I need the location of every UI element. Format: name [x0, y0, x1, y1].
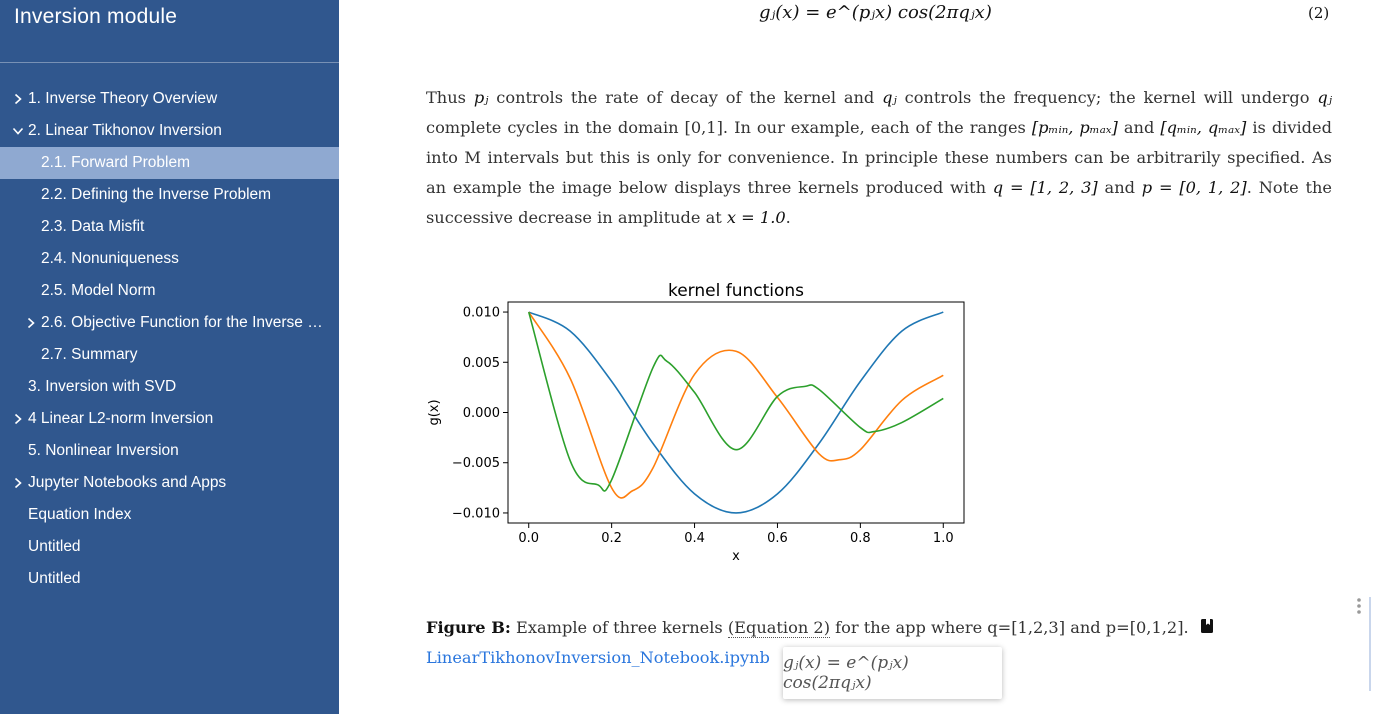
sidebar-item-label: 2. Linear Tikhonov Inversion: [28, 122, 222, 139]
sidebar-item-5[interactable]: 2.4. Nonuniqueness: [0, 243, 339, 275]
math-p-range: [pₘᵢₙ, pₘₐₓ]: [1031, 118, 1118, 137]
chevron-right-icon[interactable]: [11, 467, 25, 499]
sidebar-item-14[interactable]: Untitled: [0, 531, 339, 563]
margin-indicator: [1369, 597, 1371, 691]
chart-title: kernel functions: [668, 281, 804, 301]
sidebar-item-10[interactable]: 4 Linear L2-norm Inversion: [0, 403, 339, 435]
y-tick-label: −0.010: [452, 506, 500, 521]
y-tick-label: 0.010: [463, 306, 500, 321]
chevron-down-icon[interactable]: [11, 115, 25, 147]
x-tick-label: 0.4: [684, 531, 705, 546]
series-line-1: [528, 311, 944, 499]
x-tick-label: 0.6: [767, 531, 788, 546]
sidebar: Inversion module 1. Inverse Theory Overv…: [0, 0, 339, 714]
x-tick-label: 0.8: [850, 531, 871, 546]
equation-reference-link[interactable]: (Equation 2): [727, 618, 831, 638]
sidebar-item-15[interactable]: Untitled: [0, 563, 339, 595]
math-q-range: [qₘᵢₙ, qₘₐₓ]: [1160, 118, 1247, 137]
sidebar-item-label: 4 Linear L2-norm Inversion: [28, 410, 214, 427]
sidebar-item-label: 2.1. Forward Problem: [41, 154, 191, 171]
sidebar-item-label: Untitled: [28, 570, 81, 587]
sidebar-item-label: 5. Nonlinear Inversion: [28, 442, 179, 459]
sidebar-item-label: Untitled: [28, 538, 81, 555]
sidebar-item-13[interactable]: Equation Index: [0, 499, 339, 531]
series-line-0: [528, 311, 944, 514]
notebook-link[interactable]: LinearTikhonovInversion_Notebook.ipynb: [426, 648, 770, 667]
math-q-values: q = [1, 2, 3]: [992, 178, 1098, 197]
kernel-functions-chart: kernel functions 0.0 0.2 0.4 0.6 0.8 1.0 −0.010…: [427, 281, 965, 564]
series-line-2: [527, 311, 944, 492]
text: . Note the successive decrease in amplit…: [426, 178, 1333, 227]
sidebar-item-11[interactable]: 5. Nonlinear Inversion: [0, 435, 339, 467]
text: and: [1097, 178, 1142, 197]
sidebar-divider: [0, 62, 339, 63]
y-axis-label: g(x): [427, 399, 442, 425]
y-tick-label: 0.000: [463, 406, 500, 421]
sidebar-item-2[interactable]: 2.1. Forward Problem: [0, 147, 339, 179]
book-icon[interactable]: [1197, 616, 1217, 636]
text: controls the frequency; the kernel will …: [896, 88, 1318, 107]
chevron-right-icon[interactable]: [24, 307, 38, 339]
equation-tooltip: gⱼ(x) = e^(pⱼx) cos(2πqⱼx): [783, 647, 1002, 699]
text: and: [1117, 118, 1161, 137]
x-tick-label: 1.0: [933, 531, 954, 546]
kernel-functions-figure: kernel functions 0.0 0.2 0.4 0.6 0.8 1.0 −0.010…: [420, 276, 980, 566]
x-axis-label: x: [732, 549, 740, 564]
y-tick-label: −0.005: [452, 456, 500, 471]
sidebar-item-label: 2.3. Data Misfit: [41, 218, 145, 235]
sidebar-item-label: 2.2. Defining the Inverse Problem: [41, 186, 272, 203]
sidebar-item-8[interactable]: 2.7. Summary: [0, 339, 339, 371]
paragraph: Thus pⱼ controls the rate of decay of th…: [426, 83, 1332, 233]
caption-text: for the app where q=[1,2,3] and p=[0,1,2…: [830, 618, 1189, 637]
sidebar-item-4[interactable]: 2.3. Data Misfit: [0, 211, 339, 243]
chevron-right-icon[interactable]: [11, 403, 25, 435]
math-p-values: p = [0, 1, 2]: [1141, 178, 1247, 197]
equation-number: (2): [1308, 4, 1330, 22]
main-content: gⱼ(x) = e^(pⱼx) cos(2πqⱼx) (2) Thus pⱼ c…: [339, 0, 1390, 714]
text: Thus: [426, 88, 474, 107]
more-options-icon[interactable]: [1354, 597, 1364, 617]
sidebar-item-1[interactable]: 2. Linear Tikhonov Inversion: [0, 115, 339, 147]
sidebar-item-6[interactable]: 2.5. Model Norm: [0, 275, 339, 307]
sidebar-item-9[interactable]: 3. Inversion with SVD: [0, 371, 339, 403]
sidebar-item-0[interactable]: 1. Inverse Theory Overview: [0, 83, 339, 115]
equation-2: gⱼ(x) = e^(pⱼx) cos(2πqⱼx): [759, 2, 992, 23]
sidebar-item-label: 2.7. Summary: [41, 346, 138, 363]
text: is divided into M intervals but this is …: [426, 118, 1332, 197]
math-x-value: x = 1.0: [726, 208, 786, 227]
sidebar-item-label: Equation Index: [28, 506, 132, 523]
math-pj: pⱼ: [473, 88, 489, 107]
math-qj: qⱼ: [1317, 88, 1333, 107]
chevron-right-icon[interactable]: [11, 83, 25, 115]
text: .: [785, 208, 791, 227]
sidebar-item-label: 1. Inverse Theory Overview: [28, 90, 218, 107]
math-qj: qⱼ: [882, 88, 897, 107]
sidebar-item-label: 2.6. Objective Function for the Inverse …: [41, 314, 323, 331]
x-tick-label: 0.0: [518, 531, 539, 546]
y-tick-label: 0.005: [463, 356, 500, 371]
site-title[interactable]: Inversion module: [14, 5, 178, 28]
plot-frame: [507, 301, 965, 524]
caption-text: Example of three kernels: [510, 618, 728, 637]
sidebar-item-3[interactable]: 2.2. Defining the Inverse Problem: [0, 179, 339, 211]
text: controls the rate of decay of the kernel…: [488, 88, 883, 107]
sidebar-item-12[interactable]: Jupyter Notebooks and Apps: [0, 467, 339, 499]
x-tick-label: 0.2: [601, 531, 622, 546]
sidebar-item-label: Jupyter Notebooks and Apps: [28, 474, 227, 491]
sidebar-nav: 1. Inverse Theory Overview 2. Linear Tikh…: [0, 83, 339, 595]
sidebar-item-label: 2.5. Model Norm: [41, 282, 156, 299]
text: complete cycles in the domain [0,1]. In …: [426, 118, 1032, 137]
figure-caption: Figure B: Example of three kernels (Equa…: [426, 613, 1332, 673]
figure-label: Figure B:: [426, 618, 511, 637]
sidebar-item-label: 3. Inversion with SVD: [28, 378, 177, 395]
sidebar-item-label: 2.4. Nonuniqueness: [41, 250, 179, 267]
sidebar-item-7[interactable]: 2.6. Objective Function for the Inverse …: [0, 307, 339, 339]
